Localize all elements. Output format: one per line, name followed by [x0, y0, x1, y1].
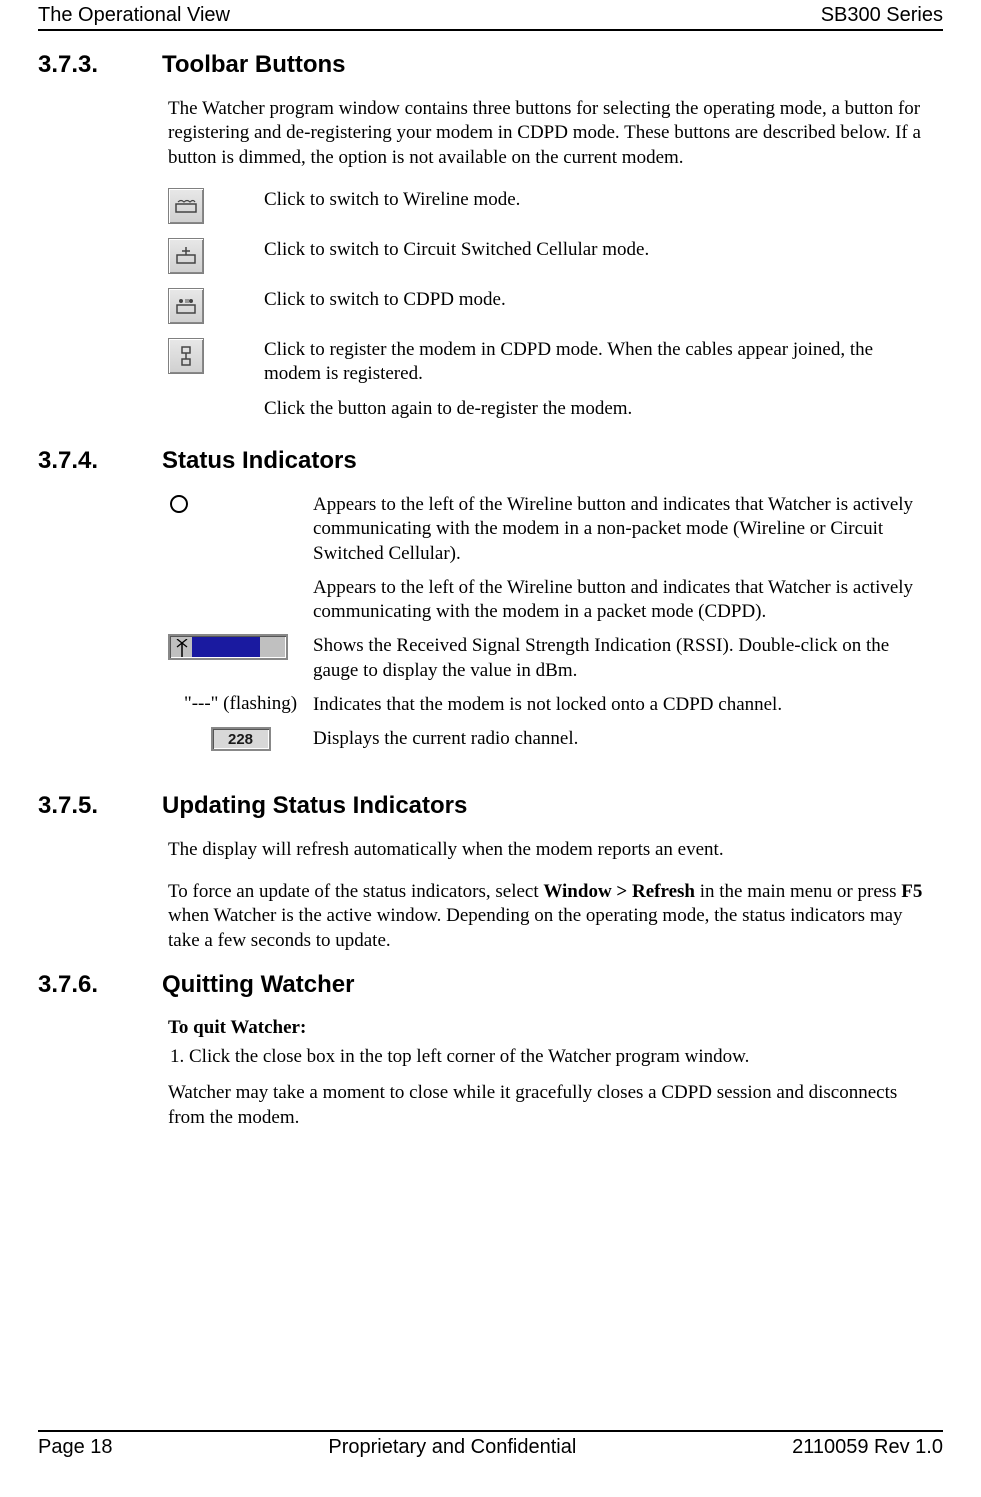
text-span: in the main menu or press: [695, 881, 901, 902]
status-text: Indicates that the modem is not locked o…: [313, 693, 933, 717]
instruction-heading: To quit Watcher:: [168, 1017, 933, 1039]
rssi-gauge-icon: [168, 634, 288, 660]
status-row-packet: Appears to the left of the Wireline butt…: [168, 576, 933, 625]
toolbar-text: Click to switch to Circuit Switched Cell…: [264, 238, 933, 262]
channel-display-icon: 228: [211, 727, 271, 751]
wireline-mode-icon: [168, 188, 204, 224]
toolbar-row-wireline: Click to switch to Wireline mode.: [168, 188, 933, 224]
header-left: The Operational View: [38, 4, 230, 27]
status-row-circle: Appears to the left of the Wireline butt…: [168, 493, 933, 566]
status-indicator-col: 228: [168, 727, 313, 751]
icon-col: [168, 288, 264, 324]
heading-3-7-5: 3.7.5. Updating Status Indicators: [38, 792, 943, 820]
step-1: 1. Click the close box in the top left c…: [168, 1045, 933, 1069]
bold-text: Window > Refresh: [543, 881, 695, 902]
text-line: Click to register the modem in CDPD mode…: [264, 339, 873, 384]
circuit-switched-icon: [168, 238, 204, 274]
toolbar-row-cdpd: Click to switch to CDPD mode.: [168, 288, 933, 324]
paragraph: Watcher may take a moment to close while…: [168, 1081, 933, 1130]
heading-3-7-4: 3.7.4. Status Indicators: [38, 447, 943, 475]
heading-title: Toolbar Buttons: [162, 51, 346, 79]
heading-title: Status Indicators: [162, 447, 357, 475]
status-text: Appears to the left of the Wireline butt…: [313, 493, 933, 566]
intro-paragraph: The Watcher program window contains thre…: [168, 97, 933, 170]
footer-center: Proprietary and Confidential: [328, 1436, 576, 1459]
heading-3-7-6: 3.7.6. Quitting Watcher: [38, 971, 943, 999]
page-footer: Page 18 Proprietary and Confidential 211…: [38, 1430, 943, 1459]
page-header: The Operational View SB300 Series: [38, 0, 943, 27]
footer-right: 2110059 Rev 1.0: [792, 1436, 943, 1459]
register-modem-icon: [168, 338, 204, 374]
status-indicator-col: [168, 493, 313, 519]
heading-number: 3.7.3.: [38, 51, 120, 79]
status-row-rssi: Shows the Received Signal Strength Indic…: [168, 634, 933, 683]
toolbar-text: Click to register the modem in CDPD mode…: [264, 338, 933, 421]
heading-3-7-3: 3.7.3. Toolbar Buttons: [38, 51, 943, 79]
status-indicator-col: [168, 634, 313, 660]
header-right: SB300 Series: [821, 4, 943, 27]
text-span: To force an update of the status indicat…: [168, 881, 543, 902]
status-text: Appears to the left of the Wireline butt…: [313, 576, 933, 625]
toolbar-row-register: Click to register the modem in CDPD mode…: [168, 338, 933, 421]
status-row-flashing: "---" (flashing) Indicates that the mode…: [168, 693, 933, 717]
toolbar-text: Click to switch to Wireline mode.: [264, 188, 933, 212]
heading-title: Updating Status Indicators: [162, 792, 467, 820]
header-underline: [38, 29, 943, 31]
text-span: when Watcher is the active window. Depen…: [168, 905, 903, 950]
circle-indicator-icon: [170, 495, 188, 513]
paragraph: The display will refresh automatically w…: [168, 838, 933, 862]
toolbar-row-csc: Click to switch to Circuit Switched Cell…: [168, 238, 933, 274]
bold-text: F5: [901, 881, 922, 902]
text-line-2: Click the button again to de-register th…: [264, 397, 933, 421]
heading-number: 3.7.4.: [38, 447, 120, 475]
icon-col: [168, 188, 264, 224]
heading-title: Quitting Watcher: [162, 971, 354, 999]
icon-col: [168, 238, 264, 274]
status-indicator-col: "---" (flashing): [168, 693, 313, 715]
status-text: Shows the Received Signal Strength Indic…: [313, 634, 933, 683]
paragraph: To force an update of the status indicat…: [168, 880, 933, 953]
heading-number: 3.7.5.: [38, 792, 120, 820]
status-text: Displays the current radio channel.: [313, 727, 933, 751]
status-row-channel: 228 Displays the current radio channel.: [168, 727, 933, 751]
cdpd-mode-icon: [168, 288, 204, 324]
footer-left: Page 18: [38, 1436, 113, 1459]
toolbar-text: Click to switch to CDPD mode.: [264, 288, 933, 312]
heading-number: 3.7.6.: [38, 971, 120, 999]
icon-col: [168, 338, 264, 374]
